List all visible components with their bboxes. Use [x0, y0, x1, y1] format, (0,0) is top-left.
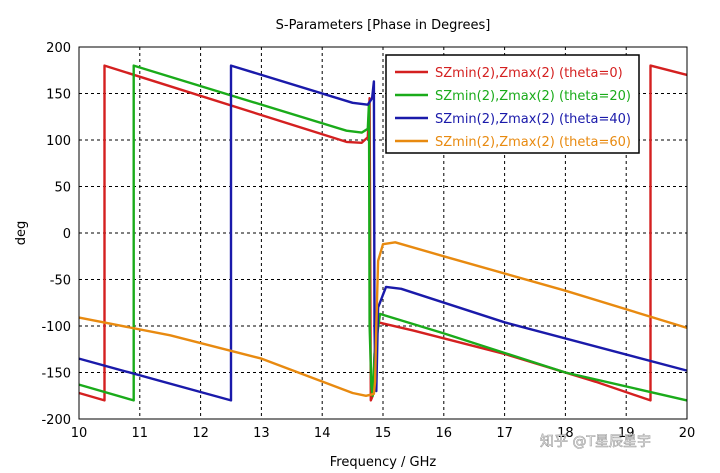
y-tick-label: 50: [54, 181, 71, 196]
x-tick-label: 19: [618, 426, 635, 441]
x-tick-label: 14: [314, 426, 331, 441]
y-tick-label: 100: [46, 134, 71, 149]
y-tick-label: -150: [41, 367, 71, 382]
x-tick-label: 20: [679, 426, 696, 441]
legend: SZmin(2),Zmax(2) (theta=0) SZmin(2),Zmax(…: [385, 54, 640, 154]
x-tick-label: 10: [71, 426, 88, 441]
y-tick-label: 0: [63, 227, 71, 242]
series-line: [78, 64, 688, 402]
legend-box: [385, 54, 640, 154]
y-tick-label: -50: [50, 274, 71, 289]
tick-layer: 10 11 12 13 14 15 16 17 18 19 20 200 150 100 50 0 -50 -10…: [41, 41, 695, 441]
x-tick-label: 13: [253, 426, 270, 441]
x-tick-label: 12: [192, 426, 209, 441]
plot-frame: [78, 46, 688, 420]
legend-entry: SZmin(2),Zmax(2) (theta=40): [435, 112, 631, 127]
watermark: 知乎 @T星辰星宇: [540, 433, 651, 450]
y-axis-label: deg: [14, 221, 29, 246]
y-tick-label: -200: [41, 413, 71, 428]
legend-entry: SZmin(2),Zmax(2) (theta=20): [435, 89, 631, 104]
legend-entry: SZmin(2),Zmax(2) (theta=60): [435, 135, 631, 150]
series-layer: [78, 64, 688, 402]
legend-entry: SZmin(2),Zmax(2) (theta=0): [435, 66, 623, 81]
series-line: [78, 64, 688, 402]
series-line: [78, 241, 688, 397]
x-tick-label: 16: [436, 426, 453, 441]
x-axis-label: Frequency / GHz: [330, 455, 437, 470]
chart-title: S-Parameters [Phase in Degrees]: [276, 18, 491, 33]
x-tick-label: 11: [132, 426, 149, 441]
y-tick-label: 150: [46, 88, 71, 103]
x-tick-label: 17: [496, 426, 513, 441]
y-tick-label: 200: [46, 41, 71, 56]
x-tick-label: 15: [375, 426, 392, 441]
x-tick-label: 18: [557, 426, 574, 441]
y-tick-label: -100: [41, 320, 71, 335]
